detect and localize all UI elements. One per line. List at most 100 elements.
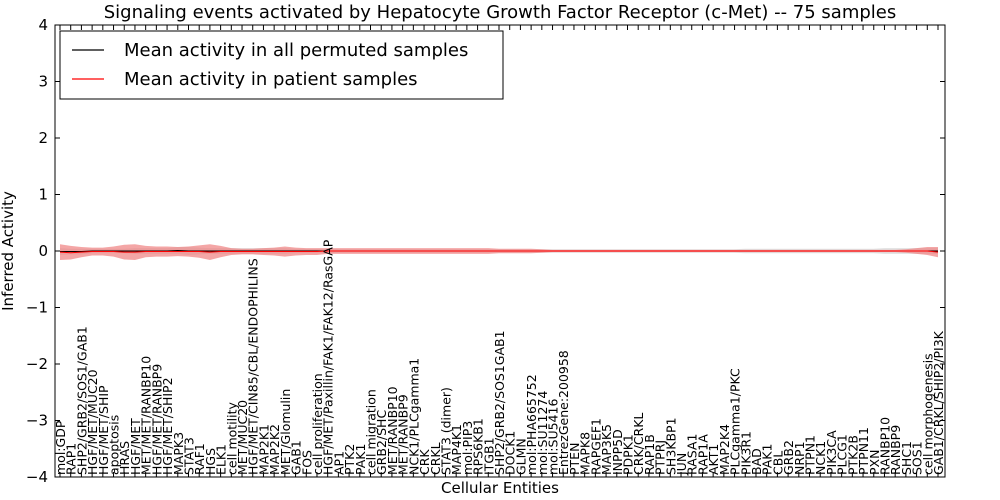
x-tick-label: PTK2B [845,435,860,475]
legend: Mean activity in all permuted samples Me… [59,30,504,100]
x-tick-label: SHP2/GRB2/SOS1GAB1 [492,330,507,475]
x-tick-label: CRK [417,449,432,475]
x-tick-label: PTK2 [342,444,357,475]
x-tick-label: CRKL [428,442,443,475]
x-tick-label: RAPGEF1 [588,418,603,475]
x-tick-label: NCK1 [813,441,828,475]
x-tick-label: cell morphogenesis [920,353,935,475]
x-tick-label: INPP5D [610,429,625,475]
x-tick-label: PLCG1 [835,434,850,475]
x-tick-label: SH3KBP1 [663,417,678,475]
x-tick-label: RPS6KB1 [471,418,486,475]
x-tick-label: MET/Glomulin [278,389,293,475]
x-tick-label: mol:SU5416 [546,399,561,475]
x-tick-label: HGF/MET/MUC20 [85,369,100,475]
x-tick-label: MET/RANBP9 [396,394,411,475]
series-lines [59,249,939,254]
x-tick-label: PLCgamma1/PKC [728,368,743,475]
legend-permuted-label: Mean activity in all permuted samples [124,40,468,61]
x-tick-label: mol:PHA665752 [524,374,539,475]
y-tick-label: 2 [38,129,48,147]
x-tick-label: PAK1 [760,444,775,475]
x-tick-label: RASA1 [685,434,700,475]
error-bands [60,244,938,261]
x-tick-label: JUN [674,453,689,476]
x-tick-label: RAP1B [642,434,657,475]
x-tick-label: CRK/CRKL [631,413,646,475]
x-axis-label: Cellular Entities [441,479,559,497]
x-tick-label: HGF/MET/SHIP2 [160,377,175,475]
x-tick-label: RAP1 [64,443,79,475]
x-tick-label: MET/MUC20 [235,400,250,475]
x-tick-label: PIK3R1 [738,431,753,475]
x-tick-label: GRB2/SHC [374,410,389,475]
x-tick-label: HGS [203,448,218,475]
x-tick-label: SHC1 [899,441,914,475]
x-tick-label: MAP2K2 [267,424,282,475]
x-tick-label: cell migration [364,389,379,475]
x-tick-label: GRB2 [781,440,796,475]
y-tick-label: 0 [38,242,48,260]
x-tick-label: PTPN11 [856,427,871,475]
legend-patient-label: Mean activity in patient samples [124,69,418,90]
x-tick-label: STAT3 (dimer) [438,387,453,475]
y-tick-label: −2 [26,355,48,373]
x-tick-label: SHP2/GRB2/SOS1/GAB1 [74,326,89,475]
y-tick-label: −4 [26,468,48,486]
y-tick-label: 4 [38,16,48,34]
plot-area [59,244,939,261]
x-tick-label: MAPK3 [171,432,186,475]
x-tick-label: MAP4K1 [449,424,464,475]
x-tick-label: AP1 [331,451,346,475]
x-tick-label: NCK1/PLCgamma1 [406,358,421,475]
x-tick-label: DOCK1 [503,431,518,475]
y-axis-label: Inferred Activity [0,191,17,311]
x-tick-label: RAP1A [695,434,710,475]
x-tick-label: PTPRJ [653,440,668,475]
x-tick-label: CBL [770,451,785,475]
x-tick-label: GAB1 [289,440,304,475]
x-tick-label: cell motility [224,401,239,475]
x-tick-label: GLMN [513,438,528,475]
y-tick-label: 1 [38,186,48,204]
x-tick-label: MAP2K1 [256,424,271,475]
x-tick-label: mol:GDP [53,420,68,475]
x-tick-label: HGF/MET/Paxillin/FAK1/FAK12/RasGAP [321,239,336,475]
y-tick-label: −1 [26,299,48,317]
x-tick-label: PTPN1 [803,435,818,475]
x-tick-label: RAF1 [192,443,207,475]
x-tick-label: FOS [299,450,314,475]
band-patient [60,244,938,261]
x-tick-label: PDPK1 [620,434,635,475]
x-tick-label: MAP2K4 [717,424,732,475]
x-tick-label: mol:PIP3 [460,421,475,475]
x-tick-label: HRAS [117,441,132,475]
x-tick-label: cell proliferation [310,373,325,475]
x-tick-label: HGF/MET/CIN85/CBL/ENDOPHILINS [246,258,261,475]
x-tick-label: HGF/MET/RANBP9 [149,364,164,475]
x-tick-label: RANBP9 [888,425,903,475]
x-tick-label: HGF/MET/SHIP [96,385,111,475]
y-axis: 4 3 2 1 0 −1 −2 −3 −4 [26,16,945,486]
x-tick-label: PAK1 [353,444,368,475]
x-tick-label: MAPK8 [578,432,593,475]
y-tick-label: 3 [38,73,48,91]
x-tick-label: mol:SU11274 [535,391,550,475]
x-axis: mol:GDPRAP1SHP2/GRB2/SOS1/GAB1HGF/MET/MU… [53,25,946,477]
x-tick-label: SOS1 [910,441,925,475]
x-tick-label: AKT1 [706,444,721,475]
x-tick-label: GAB1/CRKL/SHIP2/PI3K [931,330,946,475]
x-tick-label: PIK3CA [824,430,839,475]
line-patient [59,250,939,254]
chart-title: Signaling events activated by Hepatocyte… [104,2,897,23]
y-tick-label: −3 [26,412,48,430]
x-tick-label: MAP3K5 [599,424,614,475]
x-tick-label: MET/MET/RANBP10 [139,356,154,475]
x-tick-label: BAD [749,448,764,475]
x-tick-label: STAT3 [181,437,196,475]
x-tick-label: ITGB1 [481,437,496,475]
x-tick-label: MET/RANBP10 [385,386,400,475]
x-tick-label: HGF/MET [128,418,143,475]
x-tick-label: NRP1 [792,441,807,475]
